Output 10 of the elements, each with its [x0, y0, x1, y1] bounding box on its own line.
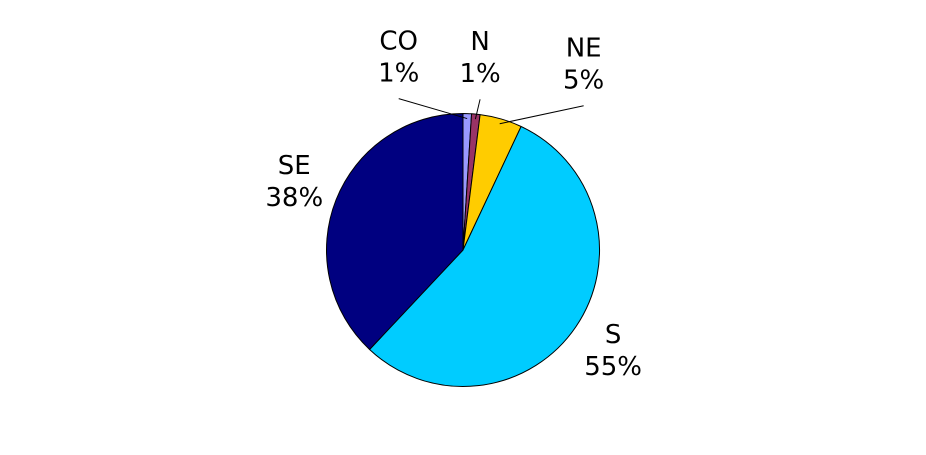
slice-label: SE — [278, 150, 311, 181]
slice-label: NE — [566, 33, 602, 64]
data-label: 38% — [265, 182, 324, 213]
slice-label: CO — [379, 26, 418, 56]
data-label: 1% — [378, 58, 420, 88]
data-label: 1% — [459, 59, 501, 90]
slice-label: N — [470, 27, 490, 58]
data-label: 5% — [563, 65, 604, 96]
slice-label: S — [604, 320, 622, 350]
data-label: 55% — [584, 352, 642, 382]
